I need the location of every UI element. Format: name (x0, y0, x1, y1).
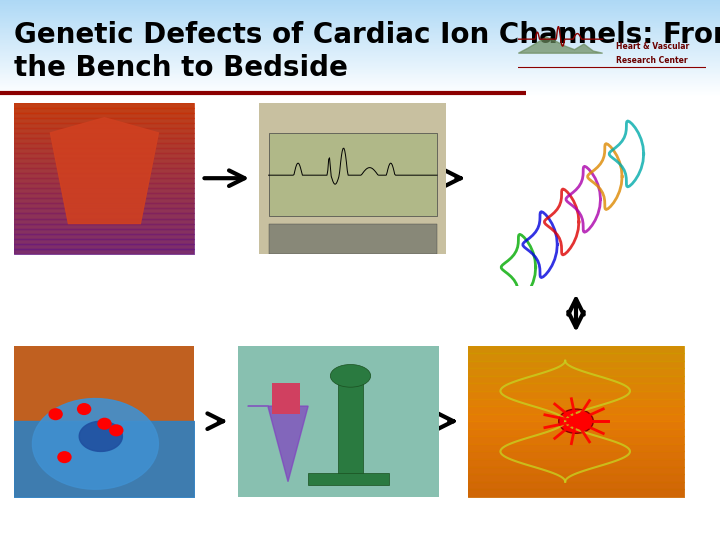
Text: Heart & Vascular: Heart & Vascular (616, 42, 689, 51)
Polygon shape (50, 118, 158, 224)
Polygon shape (32, 399, 158, 489)
Polygon shape (248, 406, 308, 482)
Circle shape (48, 408, 63, 420)
Circle shape (58, 451, 72, 463)
Text: Genetic Defects of Cardiac Ion Channels: From: Genetic Defects of Cardiac Ion Channels:… (14, 21, 720, 49)
Polygon shape (79, 421, 122, 451)
Circle shape (109, 424, 123, 436)
Bar (272, 383, 300, 414)
Text: Research Center: Research Center (616, 56, 688, 65)
Polygon shape (518, 37, 603, 53)
Bar (308, 472, 389, 485)
Circle shape (97, 417, 112, 430)
Polygon shape (14, 346, 194, 497)
Circle shape (77, 403, 91, 415)
Bar (269, 224, 437, 254)
Bar (338, 376, 363, 482)
Circle shape (559, 409, 593, 433)
Bar (269, 133, 437, 216)
Text: the Bench to Bedside: the Bench to Bedside (14, 53, 348, 82)
Ellipse shape (330, 364, 371, 387)
